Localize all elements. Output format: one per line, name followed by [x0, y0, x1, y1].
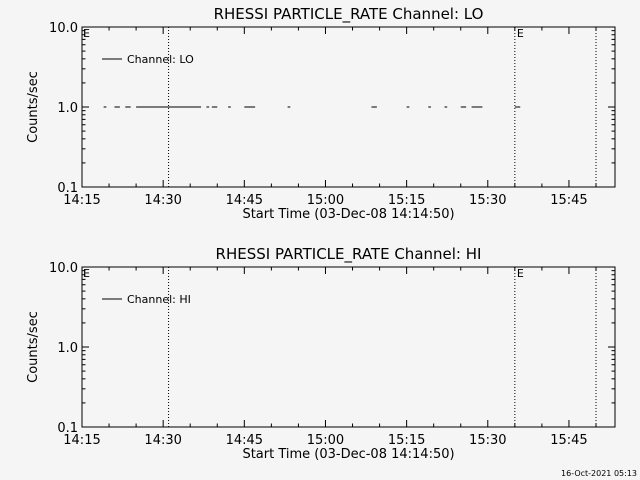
y-tick-label: 1.0 [57, 341, 78, 356]
timestamp: 16-Oct-2021 05:13 [561, 469, 637, 478]
x-tick-label: 15:30 [469, 433, 506, 448]
y-tick-label: 0.1 [57, 421, 78, 436]
x-tick-label: 15:00 [307, 193, 344, 208]
plot-frame [81, 266, 616, 428]
marker-label: E [517, 267, 524, 280]
x-tick-label: 14:15 [63, 193, 100, 208]
x-tick-label: 15:30 [469, 193, 506, 208]
x-tick-label: 14:30 [144, 193, 181, 208]
x-axis-label: Start Time (03-Dec-08 14:14:50) [242, 207, 454, 222]
y-axis-label: Counts/sec [26, 71, 41, 143]
y-tick-label: 10.0 [49, 261, 78, 276]
corner-label: E [83, 27, 90, 40]
x-tick-label: 15:00 [307, 433, 344, 448]
marker-label: E [517, 27, 524, 40]
y-tick-label: 1.0 [57, 101, 78, 116]
y-tick-label: 10.0 [49, 21, 78, 36]
x-tick-label: 14:30 [144, 433, 181, 448]
corner-label: E [83, 267, 90, 280]
legend-label: Channel: LO [127, 53, 194, 66]
x-tick-label: 15:15 [388, 433, 425, 448]
x-tick-label: 14:15 [63, 433, 100, 448]
x-tick-label: 15:45 [550, 193, 587, 208]
x-tick-label: 15:15 [388, 193, 425, 208]
x-tick-label: 15:45 [550, 433, 587, 448]
x-tick-label: 14:45 [226, 193, 263, 208]
x-tick-label: 14:45 [226, 433, 263, 448]
y-tick-label: 0.1 [57, 181, 78, 196]
x-axis-label: Start Time (03-Dec-08 14:14:50) [242, 447, 454, 462]
chart-title: RHESSI PARTICLE_RATE Channel: LO [214, 5, 484, 24]
y-axis-label: Counts/sec [26, 311, 41, 383]
legend-label: Channel: HI [127, 293, 191, 306]
chart-title: RHESSI PARTICLE_RATE Channel: HI [216, 245, 482, 264]
